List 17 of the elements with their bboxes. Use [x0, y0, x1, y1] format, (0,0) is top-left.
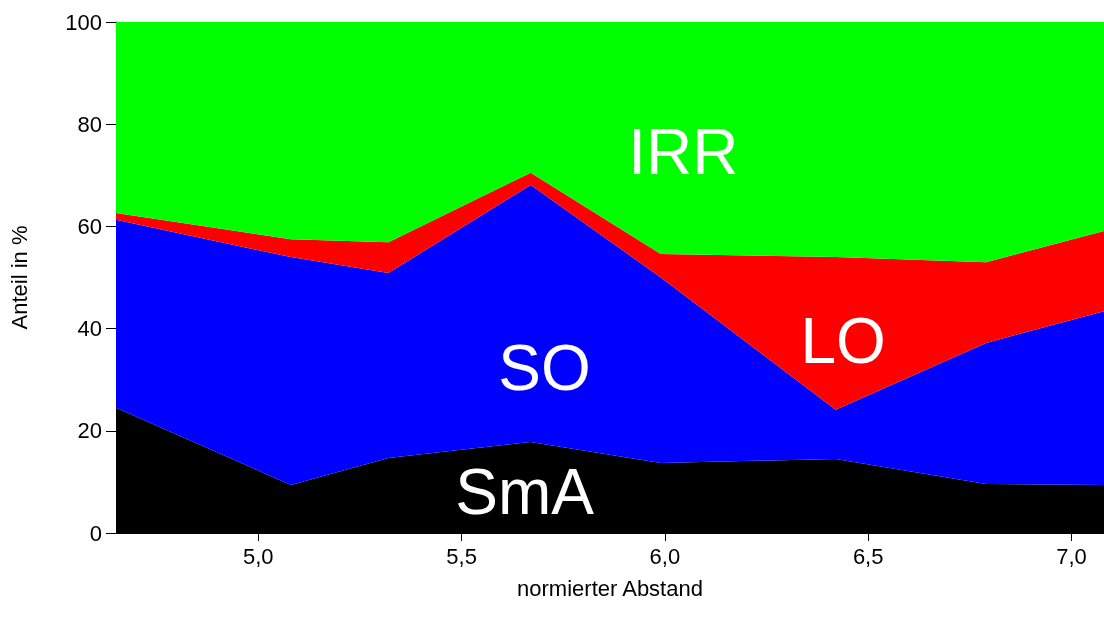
series-label: SO — [498, 332, 591, 405]
series-label: IRR — [628, 115, 739, 188]
x-axis-title: normierter Abstand — [517, 575, 703, 601]
y-tick-label: 100 — [65, 9, 102, 35]
series-label: LO — [800, 304, 886, 377]
x-tick-label: 5,0 — [243, 543, 274, 569]
x-tick-label: 5,5 — [446, 543, 477, 569]
y-tick-label: 20 — [77, 418, 102, 444]
x-tick-label: 6,0 — [649, 543, 681, 569]
y-tick-label: 80 — [77, 111, 102, 137]
series-label: SmA — [455, 456, 595, 529]
y-axis-title: Anteil in % — [6, 225, 32, 330]
y-tick-label: 40 — [77, 316, 102, 342]
y-tick-label: 60 — [77, 213, 102, 239]
x-tick-label: 6,5 — [852, 543, 884, 569]
y-tick-label: 0 — [89, 520, 102, 546]
x-tick-label: 7,0 — [1056, 543, 1087, 569]
